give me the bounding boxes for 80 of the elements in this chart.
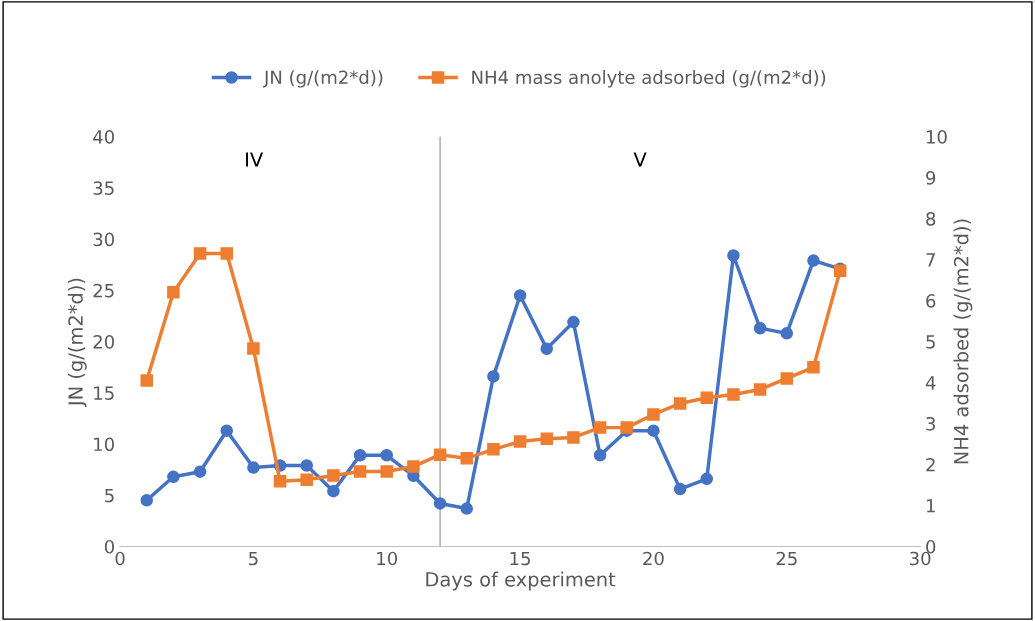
y-tick-label: 10: [94, 437, 114, 452]
point: [407, 460, 420, 473]
point: [513, 289, 527, 302]
point: [300, 459, 313, 472]
y2-tick-label: 8: [926, 212, 936, 226]
point: [433, 448, 447, 461]
y-tick-label: 15: [94, 386, 114, 400]
y-tick-label: 40: [93, 130, 114, 144]
point: [540, 342, 554, 355]
y2-tick-label: 10: [926, 130, 947, 144]
point: [727, 249, 740, 262]
annotation: IV: [246, 152, 264, 167]
point: [327, 484, 340, 498]
legend-label: JN (g/(m2*d)): [263, 70, 383, 88]
point: [753, 321, 767, 335]
point: [513, 435, 527, 448]
point: [487, 443, 500, 456]
point: [753, 383, 767, 396]
point: [780, 327, 794, 340]
point: [647, 408, 660, 421]
point: [247, 461, 260, 474]
point: [220, 424, 233, 437]
point: [380, 449, 393, 462]
point: [487, 370, 500, 383]
y-tick-label: 20: [93, 335, 114, 349]
point: [647, 424, 660, 437]
point: [193, 247, 207, 260]
point: [593, 449, 607, 462]
y2-tick-label: 9: [926, 171, 936, 185]
point: [780, 372, 794, 385]
point: [140, 494, 153, 507]
point: [140, 374, 153, 387]
y-tick-label: 5: [105, 488, 114, 503]
y2-tick-label: 5: [926, 335, 935, 349]
x-tick-label: 20: [643, 551, 664, 566]
x-tick-label: 5: [249, 551, 258, 566]
y2-tick-label: 1: [926, 499, 935, 513]
annotation: V: [633, 152, 647, 167]
y-tick-label: 25: [93, 283, 114, 298]
point: [807, 254, 820, 267]
point: [353, 449, 367, 462]
point: [540, 432, 554, 445]
point: [353, 465, 367, 478]
point: [700, 391, 714, 404]
point: [167, 286, 180, 299]
x-tick-label: 25: [776, 551, 797, 566]
point: [567, 431, 580, 444]
y-tick-label: 0: [104, 539, 114, 554]
y2-tick-label: 4: [925, 376, 936, 390]
y2-tick-label: 7: [926, 253, 935, 267]
point: [327, 469, 340, 482]
point: [300, 473, 313, 486]
point: [273, 475, 287, 488]
point: [807, 361, 820, 374]
y-tick-label: 30: [93, 232, 114, 247]
point: [167, 470, 180, 484]
point: [673, 482, 687, 496]
point: [700, 472, 714, 486]
point: [193, 465, 207, 478]
point: [593, 421, 607, 434]
y2-axis-title: NH4 adsorbed (g/(m2*d)): [953, 219, 973, 464]
point: [433, 497, 447, 510]
point: [567, 315, 580, 329]
x-tick-label: 10: [377, 551, 398, 566]
x-tick-label: 0: [115, 551, 125, 566]
y-axis-title: JN (g/(m2*d)): [67, 278, 87, 408]
point: [673, 397, 687, 410]
y2-tick-label: 3: [926, 416, 936, 431]
y2-tick-label: 2: [926, 457, 935, 472]
point: [727, 388, 740, 401]
point: [460, 452, 474, 465]
point: [460, 502, 474, 515]
legend-label: NH4 mass anolyte adsorbed (g/(m2*d)): [472, 70, 826, 88]
point: [380, 465, 393, 478]
point: [247, 342, 260, 355]
y2-tick-label: 6: [926, 294, 936, 308]
x-tick-label: 15: [510, 551, 530, 566]
x-axis-title: Days of experiment: [426, 571, 616, 591]
y-tick-label: 35: [93, 181, 114, 195]
point: [220, 247, 233, 260]
